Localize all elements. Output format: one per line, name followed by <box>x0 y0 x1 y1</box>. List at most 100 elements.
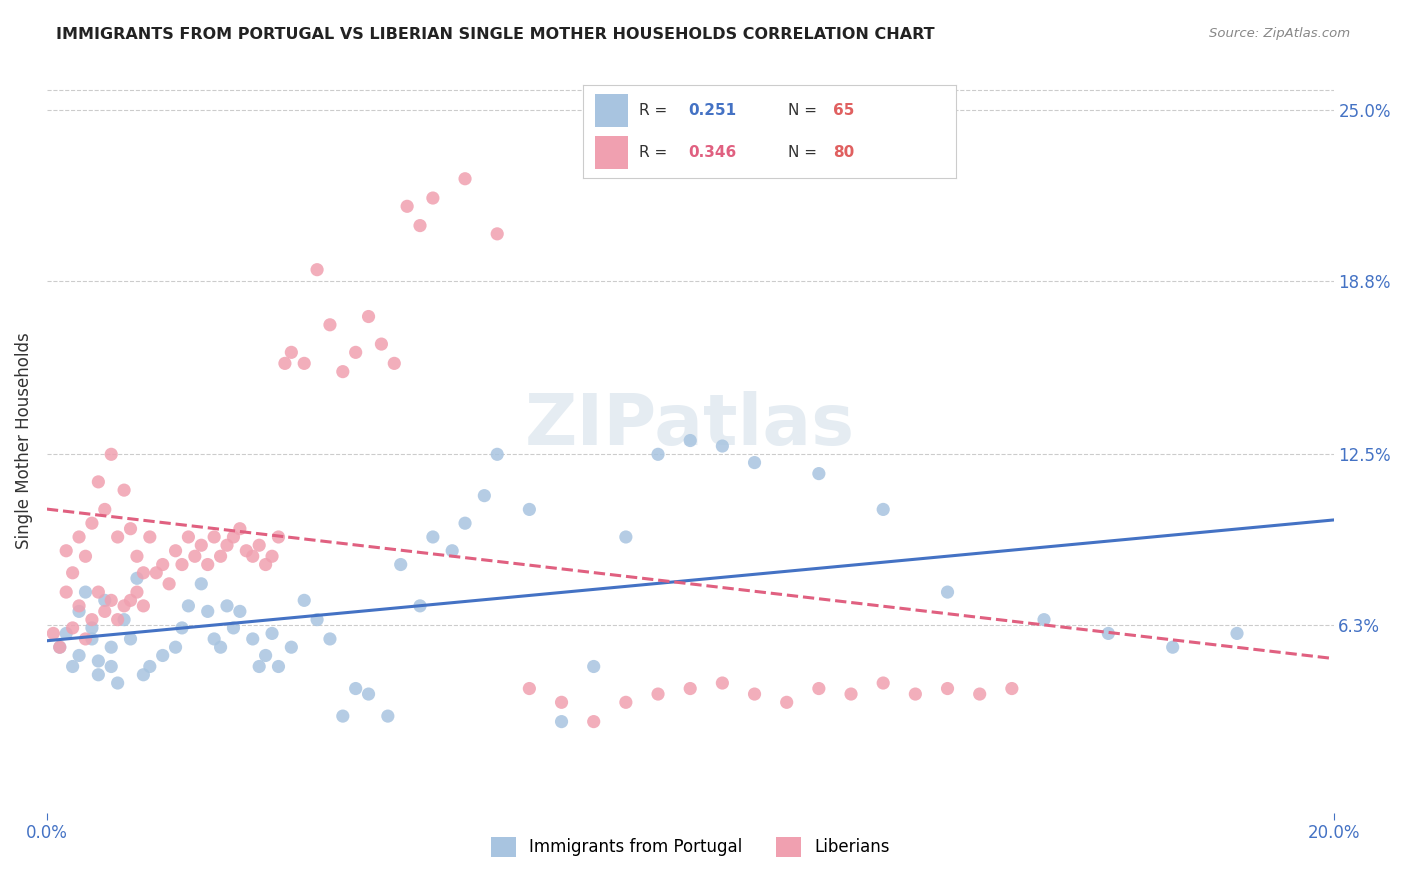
Text: R =: R = <box>640 145 678 160</box>
Point <box>215 599 238 613</box>
Point <box>112 599 135 613</box>
Point <box>1161 640 1184 655</box>
Point <box>80 613 103 627</box>
Point <box>177 530 200 544</box>
Point <box>409 219 432 233</box>
Point <box>152 648 174 663</box>
Point <box>222 530 245 544</box>
Point <box>744 687 766 701</box>
Point <box>744 456 766 470</box>
Point <box>1001 681 1024 696</box>
Point <box>280 345 302 359</box>
Point <box>807 467 830 481</box>
Point <box>254 558 277 572</box>
Point <box>267 659 290 673</box>
Point <box>382 356 405 370</box>
Text: N =: N = <box>789 103 827 118</box>
Point <box>409 599 432 613</box>
Point <box>55 543 77 558</box>
Point <box>904 687 927 701</box>
Point <box>332 365 354 379</box>
Point <box>190 538 212 552</box>
Point <box>87 475 110 489</box>
Point <box>67 604 90 618</box>
Point <box>87 585 110 599</box>
Point <box>120 593 142 607</box>
Point <box>229 604 252 618</box>
Point <box>132 566 155 580</box>
Point <box>75 549 97 564</box>
Point <box>422 530 444 544</box>
Point <box>872 502 894 516</box>
Point <box>344 345 367 359</box>
Point <box>280 640 302 655</box>
Point <box>62 621 84 635</box>
Point <box>614 695 637 709</box>
Point <box>396 199 419 213</box>
Point <box>125 585 148 599</box>
Point <box>647 447 669 461</box>
Point <box>145 566 167 580</box>
Point <box>107 530 129 544</box>
Point <box>170 621 193 635</box>
Text: ZIPatlas: ZIPatlas <box>524 392 855 460</box>
Point <box>209 549 232 564</box>
Point <box>679 681 702 696</box>
Point <box>254 648 277 663</box>
Point <box>139 659 162 673</box>
Point <box>184 549 207 564</box>
Point <box>120 632 142 646</box>
Point <box>486 227 509 241</box>
Point <box>550 695 572 709</box>
Point <box>62 659 84 673</box>
Point <box>389 558 412 572</box>
Point <box>242 549 264 564</box>
Y-axis label: Single Mother Households: Single Mother Households <box>15 332 32 549</box>
Point <box>107 676 129 690</box>
Point <box>292 356 315 370</box>
Point <box>422 191 444 205</box>
Point <box>112 483 135 497</box>
Point <box>776 695 799 709</box>
Point <box>215 538 238 552</box>
Point <box>1097 626 1119 640</box>
Point <box>519 502 541 516</box>
Point <box>454 516 477 531</box>
Point <box>614 530 637 544</box>
Point <box>80 632 103 646</box>
Point <box>49 640 72 655</box>
Point <box>247 659 270 673</box>
Point <box>370 337 392 351</box>
Point <box>80 621 103 635</box>
Point <box>344 681 367 696</box>
Point <box>319 318 342 332</box>
Point <box>357 310 380 324</box>
Point <box>711 439 734 453</box>
Text: IMMIGRANTS FROM PORTUGAL VS LIBERIAN SINGLE MOTHER HOUSEHOLDS CORRELATION CHART: IMMIGRANTS FROM PORTUGAL VS LIBERIAN SIN… <box>56 27 935 42</box>
Point <box>62 566 84 580</box>
Point <box>839 687 862 701</box>
Point <box>67 599 90 613</box>
Point <box>139 530 162 544</box>
Point <box>357 687 380 701</box>
Point <box>120 522 142 536</box>
Point <box>152 558 174 572</box>
Point <box>165 543 187 558</box>
Point <box>107 613 129 627</box>
Point <box>100 640 122 655</box>
Point <box>87 654 110 668</box>
Point <box>242 632 264 646</box>
Point <box>454 171 477 186</box>
Text: N =: N = <box>789 145 827 160</box>
Point <box>112 613 135 627</box>
Text: Source: ZipAtlas.com: Source: ZipAtlas.com <box>1209 27 1350 40</box>
Point <box>80 516 103 531</box>
Bar <box>595 136 628 169</box>
Point <box>260 626 283 640</box>
Text: 0.346: 0.346 <box>688 145 737 160</box>
Text: 0.251: 0.251 <box>688 103 735 118</box>
Point <box>1033 613 1056 627</box>
Point <box>132 667 155 681</box>
Point <box>472 489 495 503</box>
Point <box>165 640 187 655</box>
